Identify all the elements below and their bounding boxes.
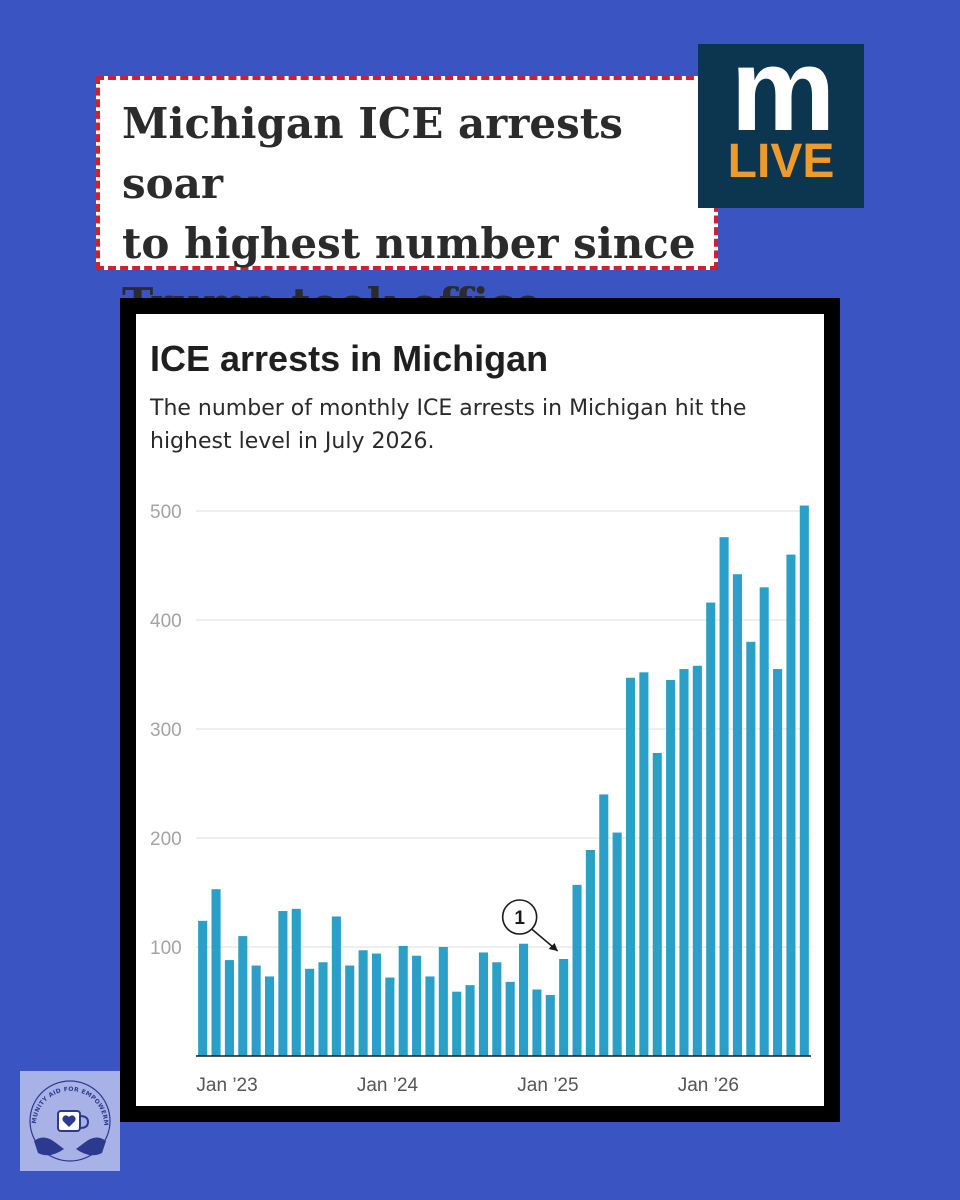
bar [666, 679, 676, 1056]
annotation-arrowhead [548, 942, 558, 951]
bar [639, 672, 649, 1056]
bar [371, 953, 382, 1056]
bar [291, 908, 301, 1056]
mlive-logo: m LIVE [698, 30, 864, 208]
bar [224, 960, 234, 1056]
bar [679, 669, 689, 1056]
bar [345, 965, 355, 1056]
bar [786, 554, 796, 1056]
y-tick-label: 400 [150, 611, 182, 632]
bar [198, 920, 208, 1056]
x-tick-label: Jan ’25 [517, 1075, 578, 1096]
bar [572, 884, 582, 1056]
bar [719, 537, 729, 1056]
bar [358, 950, 368, 1056]
bar [706, 602, 716, 1056]
bar [732, 574, 743, 1056]
bar [532, 989, 542, 1056]
y-tick-label: 500 [150, 502, 182, 523]
bar [612, 832, 622, 1056]
chart-card: 100 200 300 400 500 Jan ’23 Jan ’24 Jan ’25 Jan … [136, 314, 824, 1106]
chart-frame: 100 200 300 400 500 Jan ’23 Jan ’24 Jan ’25 Jan … [120, 298, 840, 1122]
y-tick-label: 300 [150, 720, 182, 741]
bar [759, 587, 769, 1056]
bar [505, 981, 515, 1056]
x-tick-label: Jan ’23 [196, 1075, 257, 1096]
bar [492, 962, 502, 1056]
bar [478, 952, 488, 1056]
heart-cup-hands-icon: COMMUNITY AID FOR EMPOWERMENT [17, 1066, 111, 1162]
bar [519, 943, 529, 1056]
headline-box: Michigan ICE arrests soar to highest num… [96, 76, 718, 328]
bar [412, 955, 422, 1056]
bar [251, 965, 261, 1056]
bar [331, 916, 341, 1056]
y-tick-label: 100 [150, 938, 182, 959]
bar [425, 976, 435, 1056]
bar [238, 936, 248, 1056]
bar [652, 752, 662, 1056]
headline-line-1: Michigan ICE arrests soar [122, 99, 623, 208]
bar [278, 911, 288, 1056]
bar [746, 641, 756, 1056]
bar-chart: 100 200 300 400 500 Jan ’23 Jan ’24 Jan ’25 Jan … [150, 502, 811, 1096]
x-tick-label: Jan ’24 [357, 1075, 419, 1096]
bar [398, 945, 408, 1056]
bar [625, 677, 636, 1056]
annotation-label: 1 [514, 908, 525, 929]
bar [692, 665, 702, 1056]
bar [305, 968, 315, 1056]
bar [799, 505, 809, 1056]
chart-subtitle: The number of monthly ICE arrests in Mic… [150, 396, 747, 454]
bar [585, 849, 595, 1056]
bar [452, 991, 462, 1056]
bar [264, 976, 275, 1056]
logo-live-text: LIVE [727, 135, 835, 188]
bar [545, 994, 555, 1056]
bar [385, 977, 395, 1056]
bar [211, 889, 221, 1056]
bar [438, 947, 448, 1056]
chart-title: ICE arrests in Michigan [150, 338, 549, 379]
bar [773, 669, 783, 1056]
community-aid-badge: COMMUNITY AID FOR EMPOWERMENT [17, 1066, 120, 1171]
logo-m-letter: m [730, 24, 836, 156]
y-tick-label: 200 [150, 829, 182, 850]
x-tick-label: Jan ’26 [678, 1075, 739, 1096]
bar [465, 985, 475, 1056]
headline-line-2: to highest number since [122, 219, 696, 268]
annotation-circle [501, 899, 538, 935]
bar [559, 958, 569, 1056]
bar [599, 794, 609, 1056]
bar [318, 962, 328, 1056]
